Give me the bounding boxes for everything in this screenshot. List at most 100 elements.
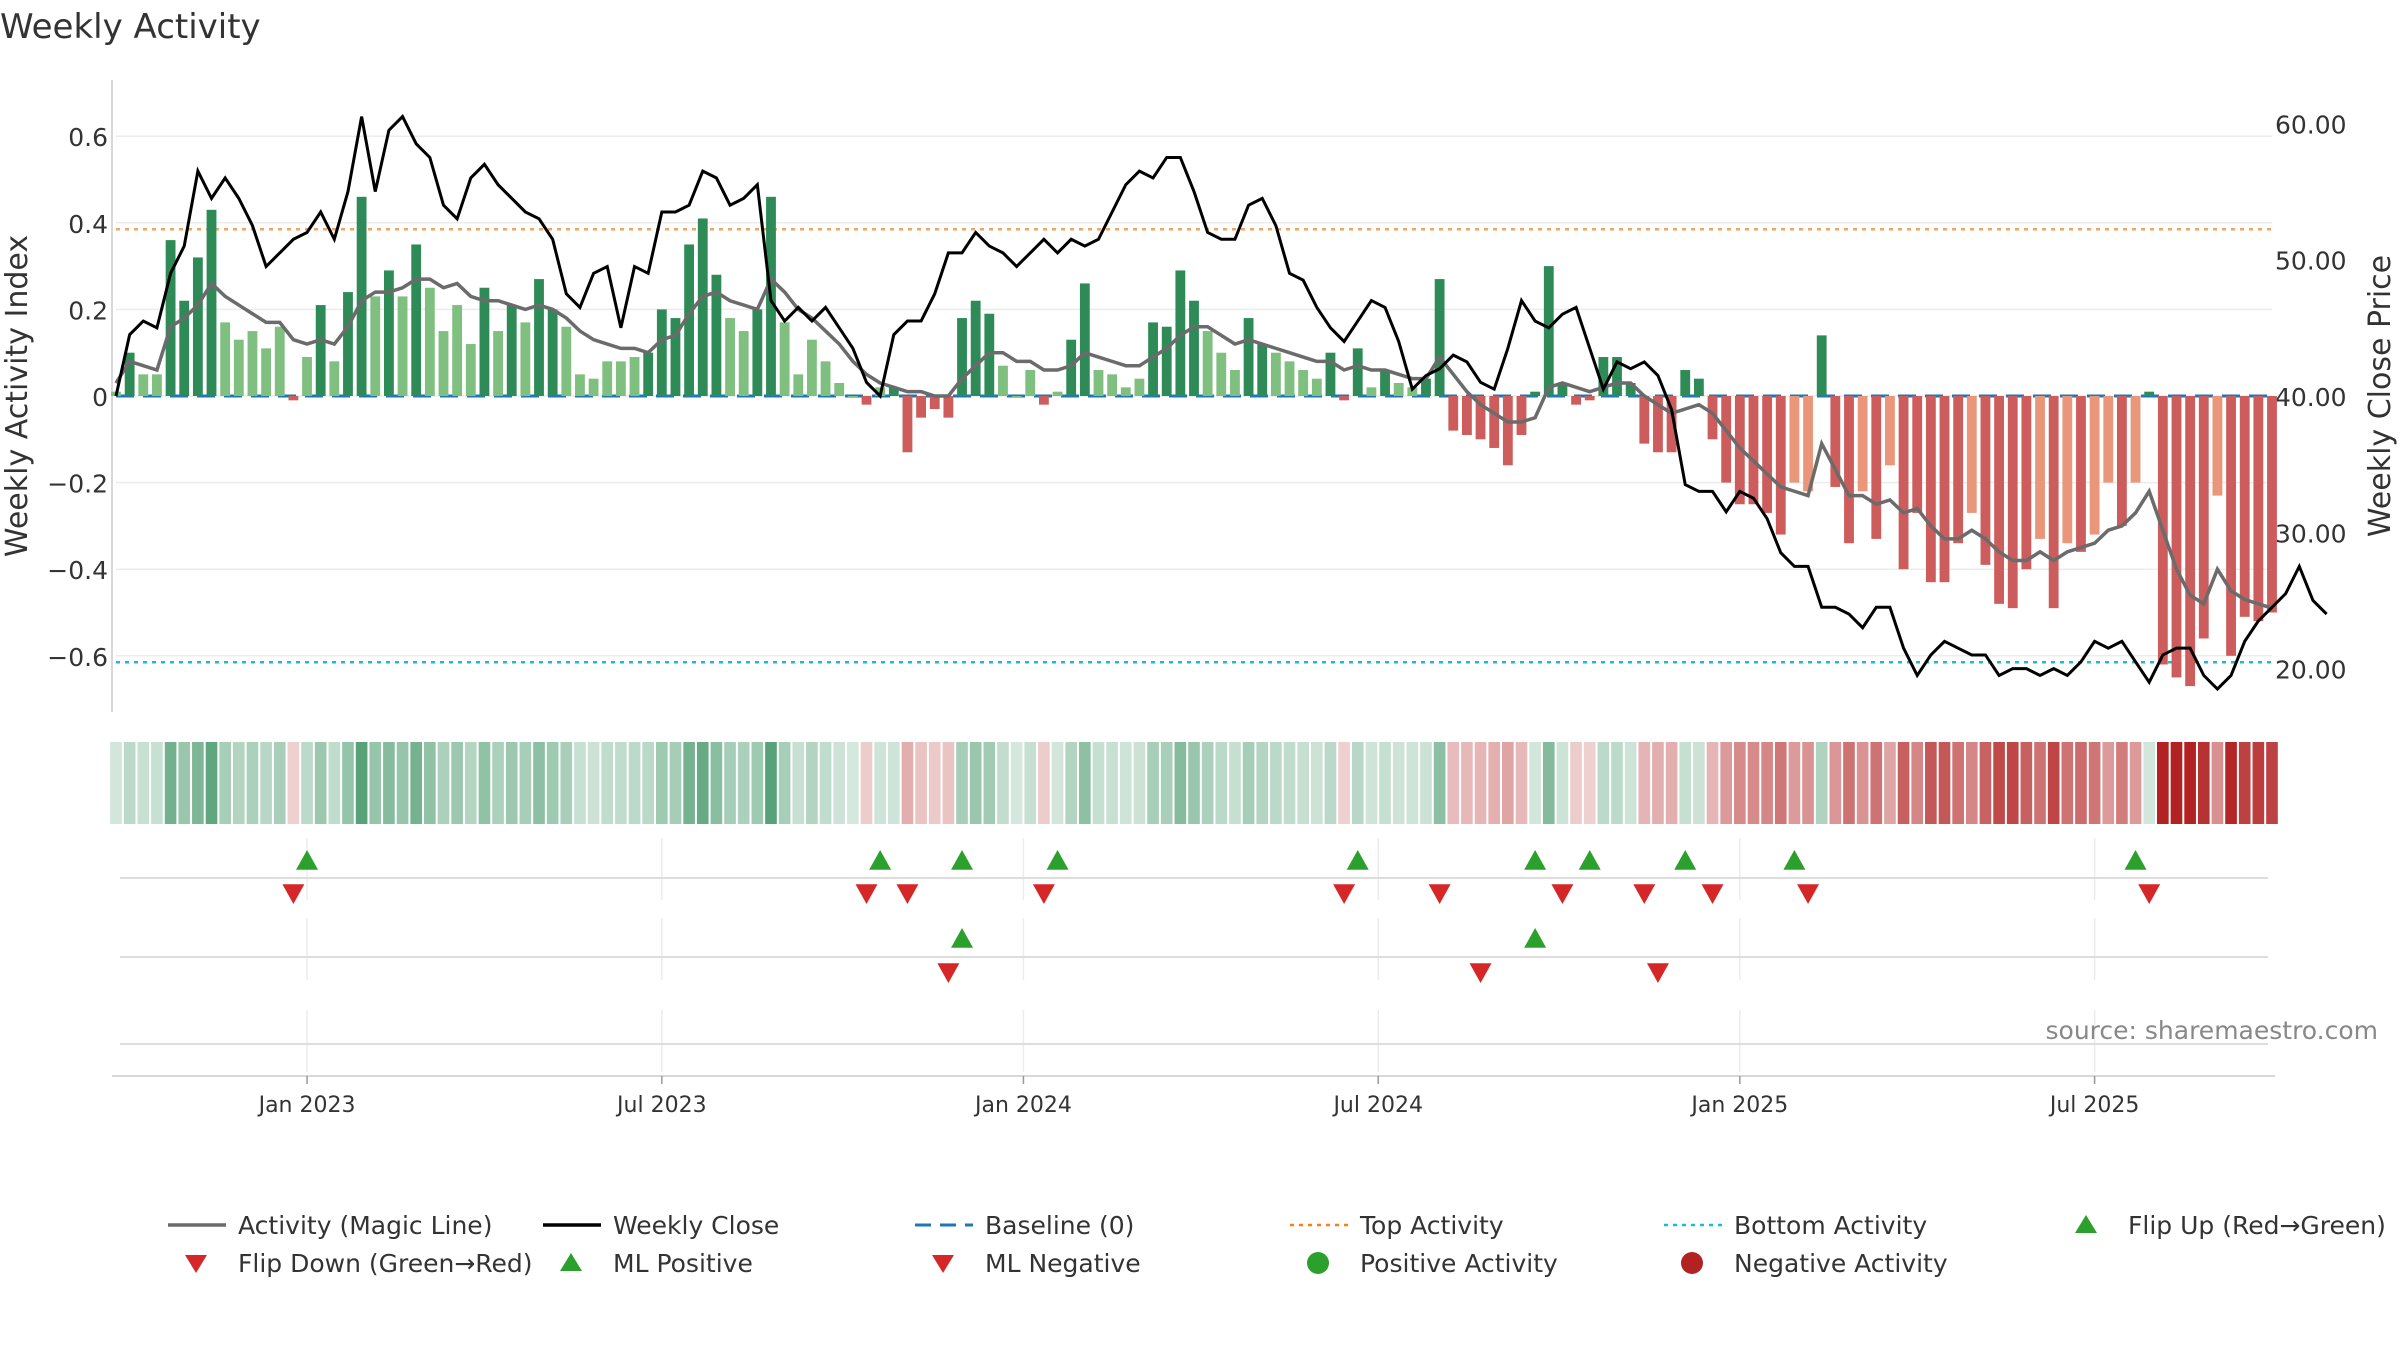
heat-cell (410, 742, 423, 824)
y2-axis-label: Weekly Close Price (2363, 255, 2398, 537)
heat-cell (1843, 742, 1855, 824)
heat-cell (874, 742, 886, 824)
heat-cell (396, 742, 409, 824)
heat-cell (1911, 742, 1924, 824)
heat-cell (1938, 742, 1951, 824)
activity-bar (656, 309, 667, 396)
flip-down-marker (1551, 884, 1574, 904)
legend-item: ML Negative (932, 1249, 1141, 1278)
heat-cell (737, 742, 750, 824)
legend-label: Flip Up (Red→Green) (2128, 1211, 2386, 1240)
ml-negative-marker (937, 963, 960, 983)
activity-bar (1748, 396, 1759, 505)
heat-cell (860, 742, 873, 824)
activity-bar (1407, 387, 1418, 396)
legend-label: Bottom Activity (1734, 1211, 1927, 1240)
heat-cell (1433, 742, 1446, 824)
heat-cell (1679, 742, 1692, 824)
heat-cell (1965, 742, 1978, 824)
y2-tick-label: 60.00 (2275, 110, 2347, 139)
activity-bar (615, 361, 626, 396)
heat-cell (1556, 742, 1569, 824)
heat-cell (2252, 742, 2265, 824)
activity-bar (261, 348, 272, 396)
legend-item: Positive Activity (1307, 1249, 1558, 1278)
activity-bar (1625, 383, 1636, 396)
activity-bar (1775, 396, 1786, 535)
chart-title: Weekly Activity (0, 7, 261, 47)
heat-cell (1392, 742, 1405, 824)
heat-cell (847, 742, 859, 824)
heat-cell (1256, 742, 1269, 824)
source-note: source: sharemaestro.com (2046, 1016, 2379, 1045)
heat-cell (533, 742, 545, 824)
legend-label: ML Negative (985, 1249, 1141, 1278)
activity-bar (506, 305, 517, 396)
heat-cell (1815, 742, 1828, 824)
heat-cell (328, 742, 341, 824)
activity-bar (2130, 396, 2141, 483)
activity-bar (138, 374, 149, 396)
legend-swatch-circle (1681, 1252, 1703, 1274)
ml-positive-marker (1524, 928, 1547, 948)
heat-cell (219, 742, 231, 824)
heat-cell (574, 742, 586, 824)
heat-cell (1351, 742, 1364, 824)
heat-cell (546, 742, 559, 824)
heat-cell (355, 742, 368, 824)
heat-cell (928, 742, 941, 824)
activity-bar (2076, 396, 2086, 552)
heat-cell (110, 742, 122, 824)
activity-bar (861, 396, 872, 405)
activity-bar (233, 339, 244, 396)
activity-bar (1693, 378, 1704, 396)
activity-bar (1052, 391, 1063, 396)
activity-bar (1352, 348, 1363, 396)
flip-down-marker (1701, 884, 1724, 904)
activity-bar (1571, 396, 1581, 405)
heat-cell (1079, 742, 1091, 824)
legend-item: ML Positive (560, 1249, 753, 1278)
activity-bar (1434, 279, 1445, 396)
heat-cell (887, 742, 900, 824)
heat-cell (1993, 742, 2005, 824)
heat-cell (983, 742, 996, 824)
activity-bar (1325, 352, 1336, 396)
heat-cell (1583, 742, 1596, 824)
heat-cell (2034, 742, 2046, 824)
heat-cell (1038, 742, 1050, 824)
activity-bar (1230, 370, 1240, 396)
heat-cell (2047, 742, 2060, 824)
activity-bar (356, 196, 367, 396)
heat-cell (1734, 742, 1746, 824)
y-axis-label: Weekly Activity Index (0, 235, 35, 557)
heat-cell (683, 742, 695, 824)
activity-bar (1844, 396, 1854, 544)
activity-bar (1543, 266, 1554, 396)
legend-label: Negative Activity (1734, 1249, 1948, 1278)
activity-bar (520, 322, 531, 396)
activity-bar (1489, 396, 1500, 448)
heat-cell (696, 742, 709, 824)
activity-bar (547, 309, 558, 396)
activity-bar (2089, 396, 2100, 535)
heat-cell (1379, 742, 1391, 824)
flip-up-marker (1783, 850, 1806, 870)
activity-bar (1639, 396, 1650, 444)
activity-bar (1966, 396, 1977, 513)
activity-bar (998, 365, 1008, 396)
heat-cell (1802, 742, 1814, 824)
legend-label: Top Activity (1359, 1211, 1504, 1240)
legend-swatch-circle (1307, 1252, 1329, 1274)
activity-bar (247, 331, 258, 396)
activity-bar (711, 274, 722, 396)
legend-item: Weekly Close (543, 1211, 779, 1240)
y-tick-label: −0.6 (47, 643, 108, 672)
heat-cell (2075, 742, 2087, 824)
activity-bar (1120, 387, 1131, 396)
weekly-close-line (114, 114, 2328, 692)
heat-cell (123, 742, 136, 824)
heat-cell (2088, 742, 2101, 824)
flip-up-marker (1346, 850, 1369, 870)
heat-cell (464, 742, 477, 824)
